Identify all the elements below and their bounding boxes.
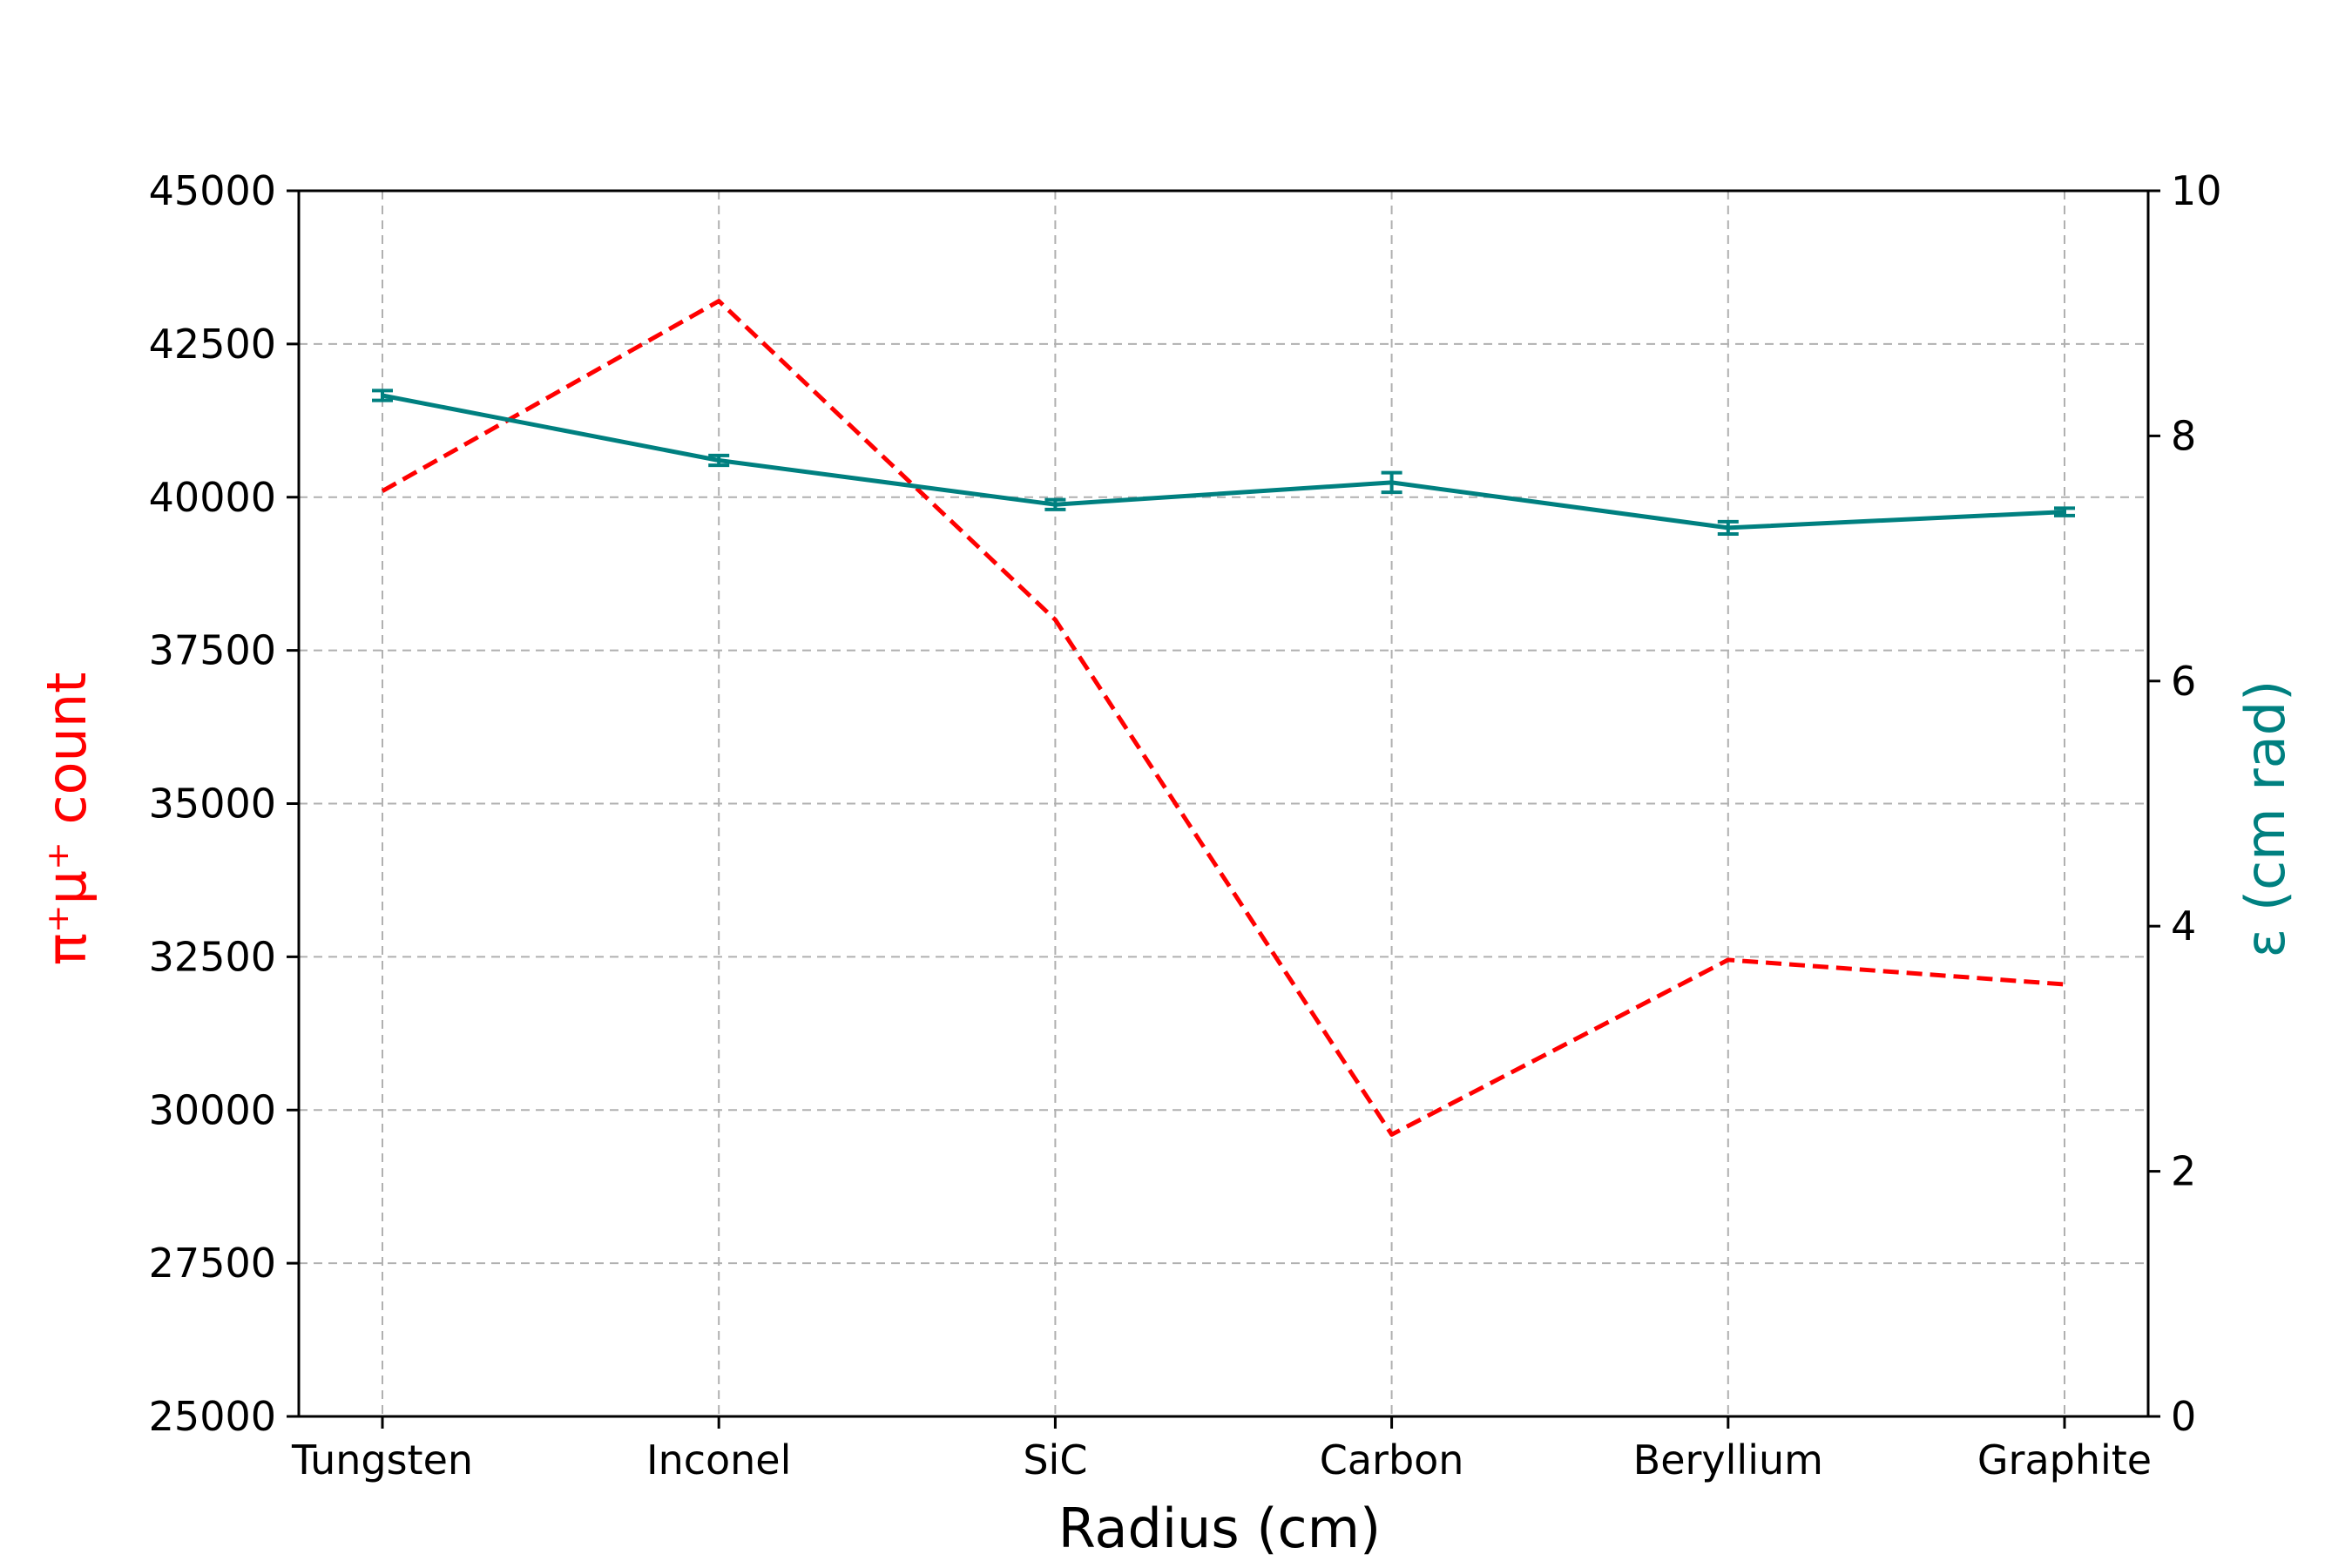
y-right-tick-label: 6 (2171, 658, 2196, 705)
y-left-tick-label: 45000 (149, 167, 276, 214)
series-line-2 (382, 393, 2065, 531)
x-tick-label: Carbon (1320, 1436, 1464, 1484)
y-right-tick-label: 8 (2171, 412, 2196, 459)
series-line-1 (381, 299, 2065, 1137)
x-tick-label: Graphite (1977, 1436, 2152, 1484)
y-left-tick-label: 27500 (149, 1240, 276, 1287)
y-left-tick-label: 42500 (149, 321, 276, 368)
y-left-tick-label: 37500 (149, 627, 276, 674)
y-right-tick-label: 10 (2171, 167, 2222, 214)
axes (287, 189, 2160, 1429)
y-left-axis-title: π⁺μ⁺ count (35, 672, 98, 966)
x-tick-label: Beryllium (1633, 1436, 1823, 1484)
y-right-tick-label: 2 (2171, 1148, 2196, 1195)
x-tick-label: SiC (1023, 1436, 1087, 1484)
y-left-tick-label: 40000 (149, 474, 276, 521)
y-right-axis-title: ε (cm rad) (2234, 680, 2297, 958)
y-left-tick-label: 32500 (149, 933, 276, 980)
y-left-tick-label: 35000 (149, 781, 276, 828)
series-layer (372, 299, 2075, 1137)
x-axis-title: Radius (cm) (1058, 1497, 1381, 1560)
y-right-tick-label: 4 (2171, 902, 2196, 950)
x-tick-label: Inconel (646, 1436, 791, 1484)
x-tick-label: Tungsten (291, 1436, 473, 1484)
y-left-tick-label: 30000 (149, 1086, 276, 1133)
y-left-tick-label: 25000 (149, 1393, 276, 1440)
y-right-tick-label: 0 (2171, 1393, 2196, 1440)
grid (299, 190, 2148, 1417)
tick-labels: 25000 27500 30000 32500 35000 37500 40000 42500… (149, 167, 2222, 1484)
